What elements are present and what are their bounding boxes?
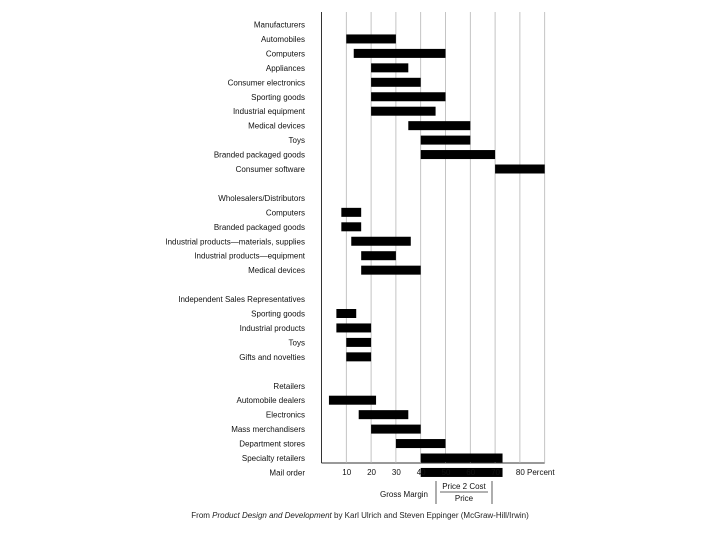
row-label: Automobiles: [261, 35, 305, 44]
group-header: Wholesalers/Distributors: [218, 194, 305, 203]
margin-bar: [346, 34, 396, 44]
x-tick-label: 60: [466, 468, 475, 477]
margin-bar: [336, 323, 372, 333]
margin-bar: [371, 77, 421, 87]
row-label: Sporting goods: [251, 310, 305, 319]
x-tick-label: 40: [417, 468, 426, 477]
margin-bars: [328, 34, 545, 477]
x-tick-label: 10: [342, 468, 351, 477]
row-label: Automobile dealers: [237, 396, 305, 405]
row-label: Mass merchandisers: [231, 425, 305, 434]
margin-bar: [495, 164, 545, 174]
caption-book-title: Product Design and Development: [212, 511, 332, 520]
x-tick-label: 80 Percent: [516, 468, 555, 477]
row-labels: Manufacturers Automobiles Computers Applian…: [165, 21, 305, 478]
x-tick-label: 50: [442, 468, 451, 477]
row-label: Consumer software: [236, 165, 306, 174]
group-header: Manufacturers: [254, 21, 305, 30]
row-label: Specialty retailers: [242, 454, 305, 463]
margin-bar: [328, 395, 377, 405]
row-label: Industrial products—equipment: [194, 252, 306, 261]
source-caption: From Product Design and Development by K…: [0, 511, 720, 520]
caption-prefix: From: [191, 511, 213, 520]
x-tick-label: 70: [491, 468, 500, 477]
row-label: Medical devices: [248, 266, 305, 275]
margin-bar: [420, 467, 503, 477]
margin-bar: [341, 222, 362, 232]
caption-suffix: by Karl Ulrich and Steven Eppinger (McGr…: [331, 511, 529, 520]
group-header: Independent Sales Representatives: [178, 295, 305, 304]
row-label: Industrial products—materials, supplies: [165, 237, 305, 246]
row-label: Branded packaged goods: [214, 223, 305, 232]
row-label: Branded packaged goods: [214, 151, 305, 160]
row-label: Computers: [266, 49, 305, 58]
row-label: Mail order: [269, 468, 305, 477]
margin-bar: [371, 424, 421, 434]
axis-footer: Gross Margin Price 2 Cost Price: [380, 481, 493, 504]
formula-numerator: Price 2 Cost: [442, 482, 486, 491]
margin-bar: [371, 106, 436, 116]
row-label: Appliances: [266, 64, 305, 73]
row-label: Industrial products: [240, 324, 305, 333]
margin-bar: [420, 453, 503, 463]
row-label: Industrial equipment: [233, 107, 306, 116]
row-label: Gifts and novelties: [239, 353, 305, 362]
margin-bar: [346, 352, 372, 362]
margin-bar: [353, 48, 446, 58]
margin-bar: [395, 439, 446, 449]
row-label: Department stores: [239, 440, 305, 449]
margin-bar: [371, 92, 446, 102]
margin-bar: [420, 150, 496, 160]
formula-denominator: Price: [455, 494, 474, 503]
x-tick-labels: 10 20 30 40 50 60 70 80 Percent: [342, 468, 555, 477]
margin-bar: [346, 337, 372, 347]
x-tick-label: 30: [392, 468, 401, 477]
margin-bar: [361, 251, 396, 261]
row-label: Consumer electronics: [228, 78, 305, 87]
x-tick-label: 20: [367, 468, 376, 477]
group-header: Retailers: [273, 382, 305, 391]
row-label: Toys: [289, 136, 305, 145]
margin-bar: [408, 121, 471, 131]
margin-bar: [361, 265, 421, 275]
x-axis-title: Gross Margin: [380, 490, 428, 499]
row-label: Toys: [289, 338, 305, 347]
margin-bar: [341, 207, 362, 217]
row-label: Computers: [266, 208, 305, 217]
margin-bar: [420, 135, 471, 145]
margin-bar: [358, 410, 409, 420]
row-label: Electronics: [266, 411, 305, 420]
row-label: Medical devices: [248, 122, 305, 131]
margin-bar: [351, 236, 411, 246]
margin-bar: [336, 309, 357, 318]
margin-bar: [371, 63, 409, 73]
row-label: Sporting goods: [251, 93, 305, 102]
